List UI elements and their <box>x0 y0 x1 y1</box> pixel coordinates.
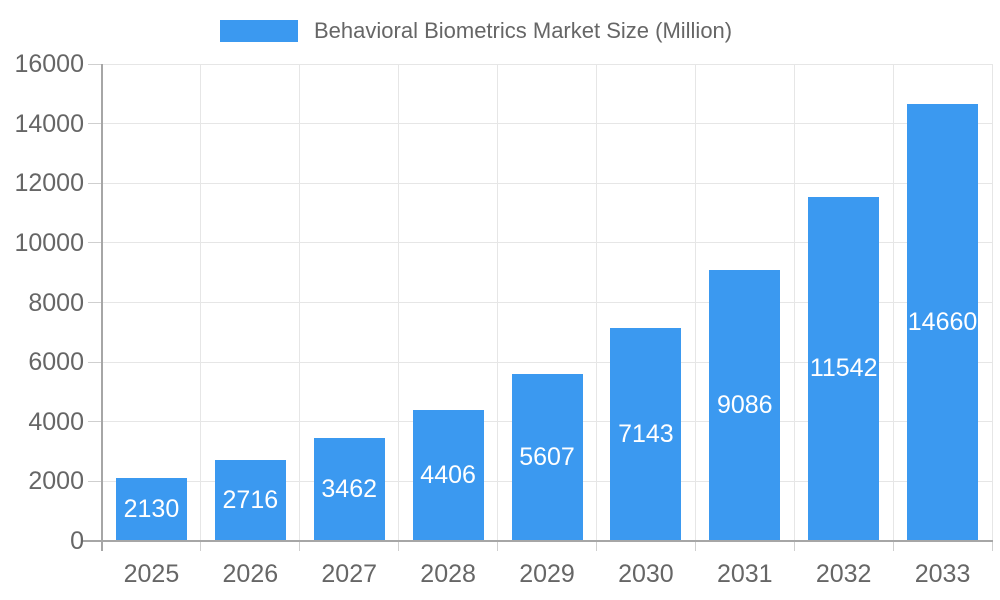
x-gridline <box>892 64 894 541</box>
x-tick <box>892 542 894 551</box>
x-tick <box>694 542 696 551</box>
bar-value-label: 4406 <box>420 460 476 489</box>
x-tick <box>595 542 597 551</box>
x-gridline <box>991 64 993 541</box>
y-tick <box>88 480 102 482</box>
x-axis-line <box>83 540 993 542</box>
y-tick <box>88 302 102 303</box>
y-axis-label: 12000 <box>14 169 84 198</box>
bar-value-label: 7143 <box>618 420 674 449</box>
legend-label: Behavioral Biometrics Market Size (Milli… <box>314 18 733 43</box>
x-gridline <box>694 64 696 541</box>
bar[interactable]: 7143 <box>610 328 682 541</box>
x-axis-label: 2030 <box>618 560 674 588</box>
y-axis-label: 10000 <box>14 228 84 257</box>
bar[interactable]: 3462 <box>313 437 385 541</box>
y-axis-label: 16000 <box>14 50 84 78</box>
y-tick <box>88 242 102 244</box>
x-axis-label: 2033 <box>914 560 971 588</box>
y-tick <box>88 63 102 65</box>
bar-value-label: 14660 <box>907 307 978 336</box>
bar-value-label: 2716 <box>222 486 279 515</box>
y-axis-label: 4000 <box>28 407 84 436</box>
x-gridline <box>497 64 499 541</box>
x-axis-label: 2026 <box>222 560 279 588</box>
x-gridline <box>398 64 400 541</box>
y-gridline <box>102 63 992 65</box>
y-tick <box>88 421 102 423</box>
x-axis-label: 2029 <box>519 560 575 588</box>
legend-swatch-icon <box>220 20 298 42</box>
y-gridline <box>102 302 992 303</box>
bar-value-label: 9086 <box>716 391 773 420</box>
bar[interactable]: 4406 <box>412 409 484 541</box>
bar[interactable]: 5607 <box>511 373 583 541</box>
y-tick <box>88 361 102 363</box>
bar-value-label: 5607 <box>519 442 575 471</box>
bar[interactable]: 2130 <box>115 477 187 541</box>
x-axis-label: 2031 <box>716 560 773 588</box>
x-tick <box>398 542 400 551</box>
x-axis-label: 2027 <box>321 560 378 588</box>
bar[interactable]: 14660 <box>907 103 979 541</box>
x-tick <box>793 542 795 551</box>
bar[interactable]: 2716 <box>214 460 286 541</box>
x-tick <box>299 542 301 551</box>
plot-area: 2130 2716 3462 4406 5607 7143 9086 11542 14660 <box>102 63 993 541</box>
legend-item[interactable]: Behavioral Biometrics Market Size (Milli… <box>220 18 733 43</box>
x-axis-label: 2028 <box>420 560 476 588</box>
y-axis-label: 6000 <box>28 348 84 377</box>
y-axis-label: 8000 <box>28 288 84 317</box>
y-tick <box>88 123 102 125</box>
x-tick <box>497 542 499 551</box>
y-axis-label: 14000 <box>14 109 84 138</box>
y-tick <box>88 182 102 184</box>
y-gridline <box>102 182 992 184</box>
bar-value-label: 11542 <box>809 354 878 383</box>
bar[interactable]: 9086 <box>709 270 781 541</box>
y-gridline <box>102 361 992 363</box>
y-axis-label: 0 <box>70 527 84 555</box>
x-axis-label: 2032 <box>815 560 872 588</box>
bar[interactable]: 11542 <box>808 196 880 541</box>
y-gridline <box>102 123 992 125</box>
x-gridline <box>793 64 795 541</box>
x-axis-label: 2025 <box>123 560 180 588</box>
x-gridline <box>595 64 597 541</box>
x-tick <box>991 542 993 551</box>
y-axis-line <box>101 64 103 551</box>
x-tick <box>200 542 202 551</box>
y-axis-label: 2000 <box>28 467 84 496</box>
bar-value-label: 2130 <box>123 494 180 523</box>
x-gridline <box>299 64 301 541</box>
x-gridline <box>200 64 202 541</box>
bar-value-label: 3462 <box>321 474 378 503</box>
y-gridline <box>102 242 992 244</box>
